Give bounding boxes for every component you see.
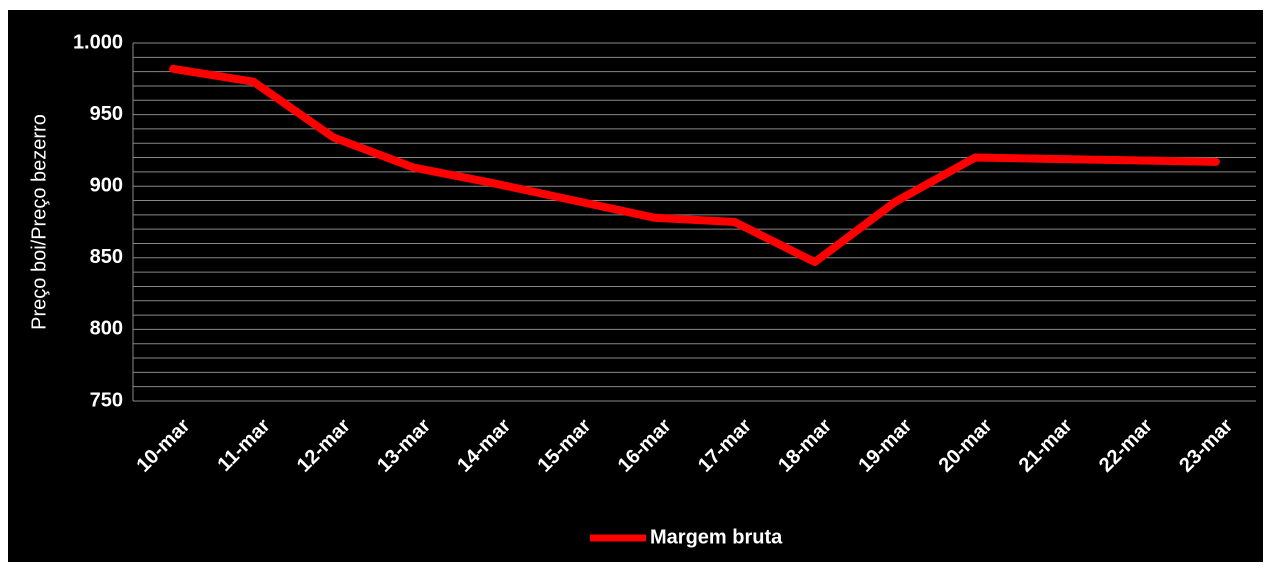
y-tick-label: 800 — [90, 318, 123, 340]
y-axis-label: Preço boi/Preço bezerro — [28, 114, 50, 330]
line — [169, 64, 1220, 267]
y-tick-label: 900 — [90, 174, 123, 196]
y-tick-label: 950 — [90, 103, 123, 125]
y-tick-label: 750 — [90, 389, 123, 411]
legend-label: Margem bruta — [650, 526, 783, 548]
y-tick-label: 850 — [90, 246, 123, 268]
y-tick-label: 1.000 — [73, 31, 123, 53]
